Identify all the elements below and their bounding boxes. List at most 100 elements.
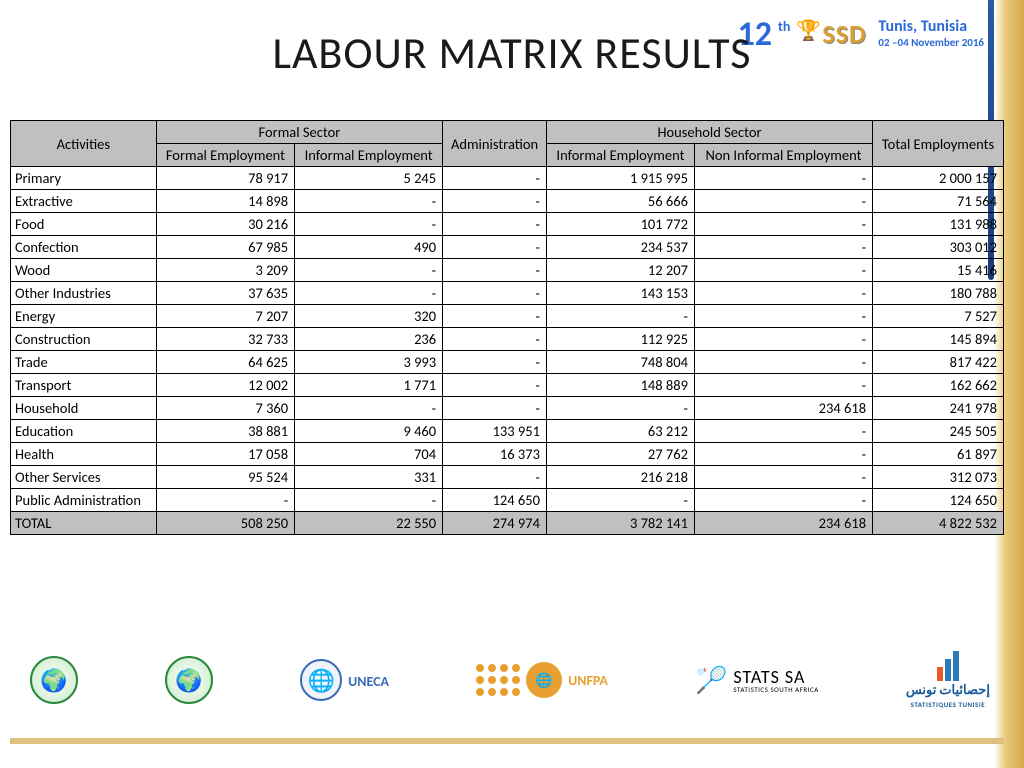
cell-hh-informal: 112 925 <box>546 328 694 351</box>
cell-admin: - <box>443 213 547 236</box>
logo-stats-sa: 🏸 STATS SA STATISTICS SOUTH AFRICA <box>695 664 819 696</box>
cell-informal-emp: 3 993 <box>295 351 443 374</box>
cell-formal-emp: 30 216 <box>156 213 294 236</box>
cell-activity: Household <box>11 397 157 420</box>
cell-hh-noninformal: - <box>694 328 872 351</box>
cell-hh-noninformal: - <box>694 259 872 282</box>
cell-activity: Food <box>11 213 157 236</box>
cell-informal-emp: - <box>295 190 443 213</box>
unfpa-circle-icon: 🌐 <box>526 662 562 698</box>
cell-informal-emp: 704 <box>295 443 443 466</box>
cell-hh-informal: 216 218 <box>546 466 694 489</box>
cell-total: 7 527 <box>873 305 1004 328</box>
cell-informal-emp: 236 <box>295 328 443 351</box>
shuttlecock-icon: 🏸 <box>695 664 727 696</box>
table-row: Wood3 209--12 207-15 416 <box>11 259 1004 282</box>
table-row: Other Services95 524331-216 218-312 073 <box>11 466 1004 489</box>
unfpa-text: UNFPA <box>568 672 608 689</box>
cell-activity: Health <box>11 443 157 466</box>
table-row: Other Industries37 635--143 153-180 788 <box>11 282 1004 305</box>
cell-hh-noninformal: - <box>694 282 872 305</box>
logo-au: 🌍 <box>30 656 78 704</box>
cell-formal-emp: 12 002 <box>156 374 294 397</box>
cell-formal-emp: 14 898 <box>156 190 294 213</box>
th-hh-noninformal: Non Informal Employment <box>694 144 872 167</box>
cell-hh-noninformal: - <box>694 420 872 443</box>
tunisie-text: STATISTIQUES TUNISIE <box>911 700 985 709</box>
cell-hh-informal: 148 889 <box>546 374 694 397</box>
cell-hh-informal: 3 782 141 <box>546 512 694 535</box>
cell-activity: Construction <box>11 328 157 351</box>
th-activities: Activities <box>11 121 157 167</box>
cell-total: 180 788 <box>873 282 1004 305</box>
table-total-row: TOTAL508 25022 550274 9743 782 141234 61… <box>11 512 1004 535</box>
cell-activity: Confection <box>11 236 157 259</box>
cell-activity: Other Services <box>11 466 157 489</box>
cell-admin: 16 373 <box>443 443 547 466</box>
cell-admin: - <box>443 351 547 374</box>
cell-formal-emp: 3 209 <box>156 259 294 282</box>
stats-sa-sub: STATISTICS SOUTH AFRICA <box>733 686 818 693</box>
table-row: Primary78 9175 245-1 915 995-2 000 157 <box>11 167 1004 190</box>
cell-admin: - <box>443 190 547 213</box>
th-informal-emp: Informal Employment <box>295 144 443 167</box>
cell-informal-emp: 9 460 <box>295 420 443 443</box>
cell-activity: TOTAL <box>11 512 157 535</box>
table-row: Health17 05870416 37327 762-61 897 <box>11 443 1004 466</box>
cell-admin: - <box>443 167 547 190</box>
cell-activity: Energy <box>11 305 157 328</box>
cell-admin: - <box>443 305 547 328</box>
cell-informal-emp: 1 771 <box>295 374 443 397</box>
cell-hh-noninformal: 234 618 <box>694 397 872 420</box>
cell-admin: 133 951 <box>443 420 547 443</box>
cell-formal-emp: 7 207 <box>156 305 294 328</box>
cell-hh-informal: 1 915 995 <box>546 167 694 190</box>
logo-afdb: 🌍 <box>165 656 213 704</box>
cell-informal-emp: - <box>295 282 443 305</box>
cell-hh-noninformal: - <box>694 351 872 374</box>
cell-hh-noninformal: - <box>694 489 872 512</box>
globe-icon: 🌍 <box>30 656 78 704</box>
th-formal-emp: Formal Employment <box>156 144 294 167</box>
cell-informal-emp: - <box>295 489 443 512</box>
cell-total: 245 505 <box>873 420 1004 443</box>
cell-total: 61 897 <box>873 443 1004 466</box>
cell-admin: 274 974 <box>443 512 547 535</box>
cell-hh-noninformal: - <box>694 305 872 328</box>
th-total: Total Employments <box>873 121 1004 167</box>
cell-informal-emp: - <box>295 259 443 282</box>
cell-hh-informal: 56 666 <box>546 190 694 213</box>
cell-hh-noninformal: - <box>694 213 872 236</box>
cell-informal-emp: 5 245 <box>295 167 443 190</box>
cell-hh-informal: 234 537 <box>546 236 694 259</box>
cell-hh-informal: - <box>546 397 694 420</box>
cell-total: 162 662 <box>873 374 1004 397</box>
cell-total: 303 012 <box>873 236 1004 259</box>
cell-formal-emp: 64 625 <box>156 351 294 374</box>
cell-activity: Primary <box>11 167 157 190</box>
cell-admin: - <box>443 466 547 489</box>
cell-hh-noninformal: 234 618 <box>694 512 872 535</box>
th-formal-sector: Formal Sector <box>156 121 442 144</box>
logo-unfpa: 🌐 UNFPA <box>476 662 608 698</box>
globe-icon: 🌍 <box>165 656 213 704</box>
cell-activity: Transport <box>11 374 157 397</box>
cell-admin: - <box>443 259 547 282</box>
cell-hh-noninformal: - <box>694 236 872 259</box>
cell-hh-noninformal: - <box>694 167 872 190</box>
th-household-sector: Household Sector <box>546 121 872 144</box>
cell-admin: - <box>443 328 547 351</box>
cell-formal-emp: - <box>156 489 294 512</box>
stats-sa-text: STATS SA <box>733 668 818 686</box>
cell-formal-emp: 95 524 <box>156 466 294 489</box>
logo-row: 🌍 🌍 🌐 UNECA 🌐 UNFPA 🏸 STATS SA STATISTIC… <box>30 640 990 720</box>
cell-hh-informal: 27 762 <box>546 443 694 466</box>
cell-hh-informal: 101 772 <box>546 213 694 236</box>
cell-formal-emp: 32 733 <box>156 328 294 351</box>
table-row: Public Administration--124 650--124 650 <box>11 489 1004 512</box>
cell-informal-emp: 320 <box>295 305 443 328</box>
cell-hh-informal: - <box>546 305 694 328</box>
cell-formal-emp: 67 985 <box>156 236 294 259</box>
cell-total: 817 422 <box>873 351 1004 374</box>
cell-hh-informal: 748 804 <box>546 351 694 374</box>
